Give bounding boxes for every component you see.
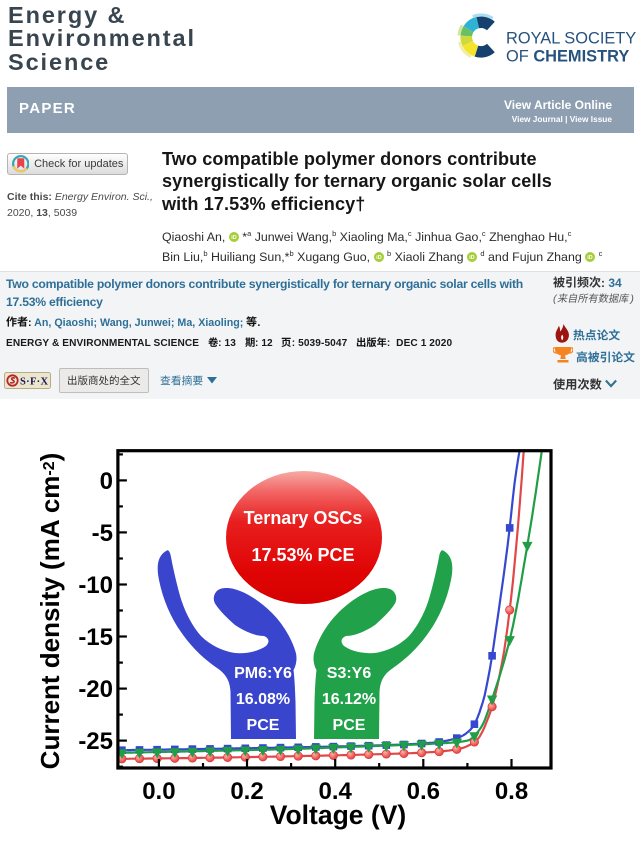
svg-text:iD: iD xyxy=(231,235,237,241)
svg-text:0.4: 0.4 xyxy=(319,778,353,805)
svg-text:Voltage (V): Voltage (V) xyxy=(270,800,406,830)
svg-text:0: 0 xyxy=(100,468,113,495)
svg-text:0.8: 0.8 xyxy=(495,778,528,805)
svg-text:PM6:Y6: PM6:Y6 xyxy=(234,665,292,682)
svg-text:iD: iD xyxy=(469,255,475,261)
svg-text:iD: iD xyxy=(587,255,593,261)
svg-text:PCE: PCE xyxy=(247,717,280,734)
svg-text:Current density (mA cm-2): Current density (mA cm-2) xyxy=(35,453,65,770)
svg-text:S·F·X: S·F·X xyxy=(20,377,48,388)
svg-text:-15: -15 xyxy=(78,624,113,651)
svg-text:0.0: 0.0 xyxy=(142,778,175,805)
svg-text:0.2: 0.2 xyxy=(230,778,263,805)
svg-text:17.53% PCE: 17.53% PCE xyxy=(251,545,354,565)
svg-text:16.12%: 16.12% xyxy=(322,691,376,708)
svg-text:-20: -20 xyxy=(78,676,113,703)
svg-text:-5: -5 xyxy=(92,520,113,547)
svg-text:S3:Y6: S3:Y6 xyxy=(327,665,372,682)
svg-text:iD: iD xyxy=(376,255,382,261)
svg-text:PCE: PCE xyxy=(333,717,366,734)
svg-text:OF CHEMISTRY: OF CHEMISTRY xyxy=(506,48,629,66)
svg-text:Ternary OSCs: Ternary OSCs xyxy=(244,508,363,528)
svg-text:ROYAL SOCIETY: ROYAL SOCIETY xyxy=(506,30,636,48)
svg-text:16.08%: 16.08% xyxy=(236,691,290,708)
svg-text:0.6: 0.6 xyxy=(407,778,440,805)
svg-text:-10: -10 xyxy=(78,572,113,599)
svg-text:-25: -25 xyxy=(78,728,113,755)
